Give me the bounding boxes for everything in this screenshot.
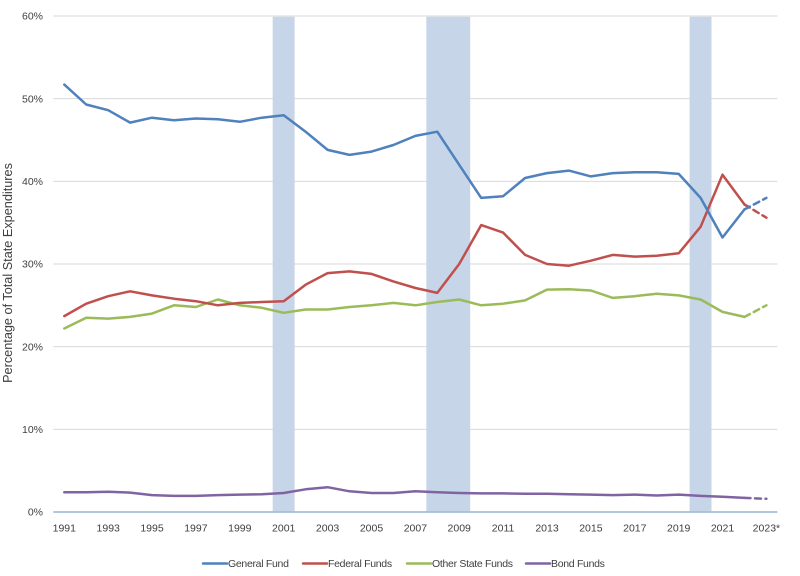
svg-text:2005: 2005 [360,523,384,535]
svg-text:10%: 10% [22,424,43,436]
svg-text:Bond Funds: Bond Funds [551,558,605,570]
svg-text:2019: 2019 [667,523,691,535]
svg-text:Federal Funds: Federal Funds [328,558,392,570]
svg-text:2021: 2021 [711,523,735,535]
svg-text:1995: 1995 [140,523,164,535]
svg-text:General Fund: General Fund [228,558,289,570]
svg-text:1999: 1999 [228,523,252,535]
svg-text:2015: 2015 [579,523,603,535]
svg-text:60%: 60% [22,11,43,23]
svg-text:2013: 2013 [535,523,559,535]
svg-text:0%: 0% [28,507,43,519]
svg-text:2009: 2009 [448,523,472,535]
svg-text:2011: 2011 [492,523,515,535]
svg-text:2023*: 2023* [753,523,780,535]
svg-text:2001: 2001 [272,523,296,535]
svg-text:2007: 2007 [404,523,428,535]
svg-text:2017: 2017 [623,523,647,535]
svg-text:30%: 30% [22,259,43,271]
svg-text:20%: 20% [22,341,43,353]
svg-text:40%: 40% [22,176,43,188]
svg-text:1993: 1993 [97,523,121,535]
svg-text:1991: 1991 [53,523,77,535]
svg-text:Other State Funds: Other State Funds [432,558,513,570]
svg-text:2003: 2003 [316,523,340,535]
svg-text:Percentage of Total State Expe: Percentage of Total State Expenditures [1,163,15,383]
svg-text:1997: 1997 [184,523,208,535]
svg-text:50%: 50% [22,93,43,105]
